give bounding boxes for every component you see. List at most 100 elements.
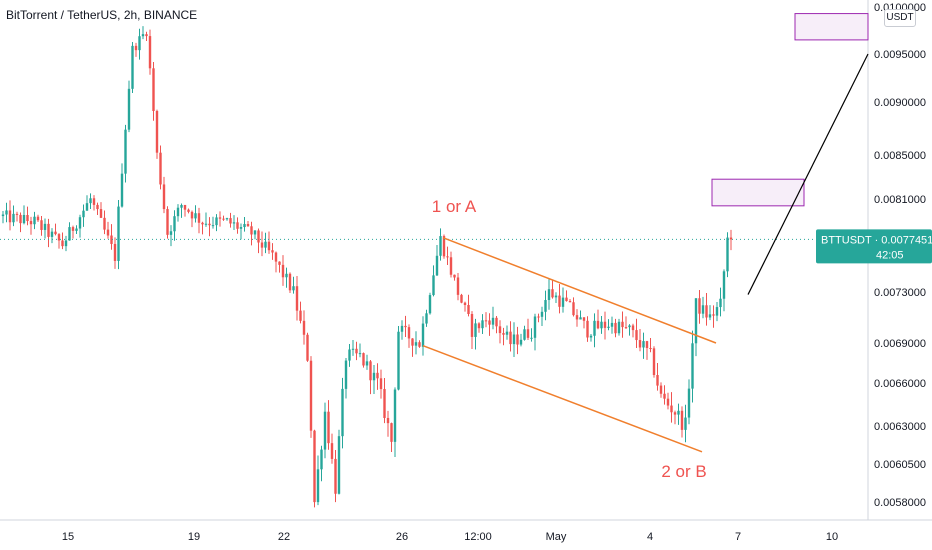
candle-body (698, 298, 701, 314)
candle-body (29, 221, 33, 225)
candle-body (610, 322, 614, 327)
candle-body (323, 411, 327, 450)
candle-body (708, 314, 712, 318)
candle-body (649, 348, 652, 350)
candle-body (596, 320, 600, 329)
candle-body (635, 330, 638, 341)
candle-body (162, 184, 166, 210)
candle-body (666, 398, 670, 406)
candle-body (537, 316, 540, 318)
candle-body (239, 227, 243, 229)
candle-body (260, 242, 264, 248)
candle-body (341, 388, 344, 437)
candle-body (593, 320, 596, 336)
x-tick-label: May (546, 531, 567, 543)
candle-body (523, 329, 526, 340)
candle-body (89, 198, 92, 204)
candle-body (446, 256, 449, 258)
candle-body (278, 261, 281, 265)
candle-body (425, 313, 428, 324)
candle-body (586, 320, 589, 338)
candle-body (155, 110, 159, 153)
candle-body (208, 223, 211, 226)
candle-body (225, 218, 229, 220)
candle-body (33, 216, 36, 225)
candle-body (414, 342, 418, 346)
candle-body (383, 389, 386, 418)
candle-body (124, 129, 127, 174)
candle-body (285, 273, 288, 278)
candle-body (379, 378, 383, 390)
countdown-text: 42:05 (876, 249, 904, 261)
candle-body (568, 301, 572, 303)
candle-body (397, 331, 400, 390)
y-tick-label: 0.0085000 (874, 150, 926, 162)
candle-body (12, 213, 15, 223)
channel-upper-line (442, 237, 717, 344)
candle-body (421, 323, 425, 347)
x-tick-label: 19 (188, 531, 200, 543)
candle-body (358, 353, 362, 355)
y-tick-label: 0.0073000 (874, 287, 926, 299)
candle-body (614, 322, 617, 334)
target-zone-lower (711, 178, 805, 207)
candle-body (565, 297, 568, 302)
candle-body (57, 234, 61, 241)
candle-body (533, 316, 537, 338)
candle-body (645, 341, 649, 349)
candle-body (540, 311, 544, 317)
candle-body (61, 240, 64, 247)
candle-body (351, 348, 355, 350)
currency-badge[interactable]: USDT (884, 9, 916, 27)
candle-body (628, 325, 631, 328)
candle-body (281, 264, 285, 278)
x-tick-label: 15 (62, 531, 74, 543)
candle-body (509, 331, 512, 345)
candle-body (572, 302, 575, 316)
candle-body (460, 294, 463, 303)
candle-body (201, 222, 204, 225)
candle-body (197, 213, 201, 223)
candle-body (54, 231, 57, 235)
candle-body (222, 218, 225, 220)
candle-body (145, 34, 148, 37)
candle-body (376, 372, 379, 379)
candle-body (134, 45, 138, 51)
candle-body (320, 449, 323, 470)
candle-body (288, 273, 292, 291)
candle-body (726, 237, 729, 272)
candle-body (404, 325, 407, 328)
candle-body (295, 286, 299, 311)
candle-body (113, 243, 117, 261)
candle-body (190, 211, 194, 219)
candle-body (418, 342, 421, 347)
candle-body (498, 326, 502, 334)
candle-body (677, 410, 680, 415)
candle-body (607, 326, 610, 328)
candle-body (575, 315, 579, 320)
candle-body (110, 235, 113, 244)
candle-body (236, 222, 239, 229)
candle-body (435, 255, 439, 276)
candle-body (131, 45, 134, 89)
candle-body (148, 36, 152, 69)
candle-body (96, 204, 99, 210)
candle-body (491, 317, 495, 325)
candle-body (302, 320, 306, 335)
candle-body (656, 375, 659, 386)
candle-body (481, 320, 484, 329)
candle-body (439, 236, 442, 256)
candle-body (372, 372, 376, 381)
candle-body (92, 198, 96, 205)
candle-body (680, 410, 684, 430)
y-tick-label: 0.0069000 (874, 338, 926, 350)
candle-body (467, 305, 470, 315)
candle-body (64, 240, 68, 247)
candle-body (512, 334, 516, 345)
candle-body (250, 226, 253, 235)
candle-body (638, 340, 642, 348)
y-tick-label: 0.0060500 (874, 459, 926, 471)
candle-body (474, 323, 477, 337)
candle-body (369, 361, 372, 381)
